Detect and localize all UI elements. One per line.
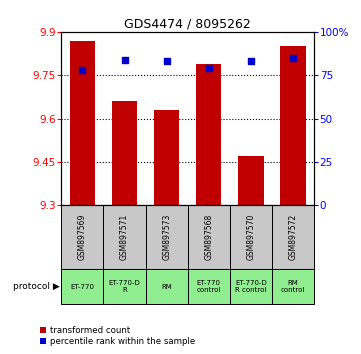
Point: [79, 67, 85, 73]
Bar: [272, 205, 314, 269]
Text: ET-770: ET-770: [70, 284, 95, 290]
Bar: [154, 110, 179, 205]
Bar: [104, 269, 145, 304]
Text: RM
control: RM control: [281, 280, 305, 293]
Text: GSM897571: GSM897571: [120, 214, 129, 260]
Point: [122, 57, 127, 62]
Text: RM: RM: [161, 284, 172, 290]
Bar: [145, 269, 188, 304]
Text: GSM897572: GSM897572: [288, 214, 297, 260]
Bar: [230, 269, 272, 304]
Point: [290, 55, 296, 61]
Bar: [145, 205, 188, 269]
Point: [164, 58, 170, 64]
Bar: [112, 101, 137, 205]
Bar: [238, 156, 264, 205]
Text: GSM897568: GSM897568: [204, 214, 213, 260]
Title: GDS4474 / 8095262: GDS4474 / 8095262: [124, 18, 251, 31]
Text: protocol ▶: protocol ▶: [13, 282, 60, 291]
Bar: [280, 46, 306, 205]
Bar: [230, 205, 272, 269]
Bar: [196, 64, 221, 205]
Legend: transformed count, percentile rank within the sample: transformed count, percentile rank withi…: [40, 326, 195, 346]
Text: ET-770-D
R: ET-770-D R: [109, 280, 140, 293]
Bar: [188, 269, 230, 304]
Text: GSM897570: GSM897570: [247, 214, 255, 261]
Bar: [61, 269, 104, 304]
Bar: [272, 269, 314, 304]
Text: GSM897569: GSM897569: [78, 214, 87, 261]
Text: ET-770-D
R control: ET-770-D R control: [235, 280, 267, 293]
Text: GSM897573: GSM897573: [162, 214, 171, 261]
Bar: [61, 205, 104, 269]
Text: ET-770
control: ET-770 control: [197, 280, 221, 293]
Point: [206, 65, 212, 71]
Point: [248, 58, 254, 64]
Bar: [70, 41, 95, 205]
Bar: [104, 205, 145, 269]
Bar: [188, 205, 230, 269]
